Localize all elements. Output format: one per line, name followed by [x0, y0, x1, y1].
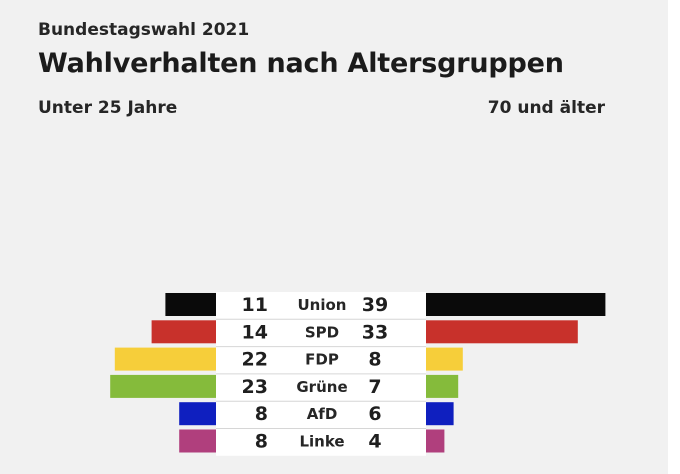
bar-left-linke	[179, 429, 216, 453]
bar-right-union	[426, 293, 606, 316]
chart-kicker: Bundestagswahl 2021	[38, 20, 250, 40]
category-label-spd: SPD	[305, 323, 339, 341]
right-group-label: 70 und älter	[487, 98, 605, 118]
value-left-afd: 8	[255, 403, 268, 425]
value-right-linke: 4	[368, 431, 381, 453]
bar-left-spd	[151, 320, 216, 344]
category-label-grüne: Grüne	[296, 378, 347, 396]
category-label-linke: Linke	[299, 433, 344, 451]
category-label-union: Union	[298, 296, 347, 314]
bar-right-afd	[426, 402, 454, 426]
value-right-grüne: 7	[368, 376, 381, 398]
category-label-afd: AfD	[307, 405, 338, 423]
bar-right-fdp	[426, 347, 463, 371]
value-left-spd: 14	[242, 321, 268, 343]
bar-right-grüne	[426, 374, 459, 398]
page-edge	[668, 0, 680, 474]
bar-left-fdp	[114, 347, 216, 371]
value-right-spd: 33	[362, 321, 388, 343]
bar-left-grüne	[110, 374, 216, 398]
value-right-afd: 6	[368, 403, 381, 425]
bar-right-linke	[426, 429, 445, 453]
category-label-fdp: FDP	[305, 351, 339, 369]
value-right-fdp: 8	[368, 349, 381, 371]
value-left-union: 11	[242, 294, 268, 316]
value-left-grüne: 23	[242, 376, 268, 398]
value-left-fdp: 22	[242, 349, 268, 371]
value-right-union: 39	[362, 294, 388, 316]
bar-right-spd	[426, 320, 578, 344]
bar-left-afd	[179, 402, 216, 426]
bar-left-union	[165, 293, 216, 316]
value-left-linke: 8	[255, 431, 268, 453]
chart-title: Wahlverhalten nach Altersgruppen	[38, 48, 564, 79]
left-group-label: Unter 25 Jahre	[38, 98, 178, 118]
